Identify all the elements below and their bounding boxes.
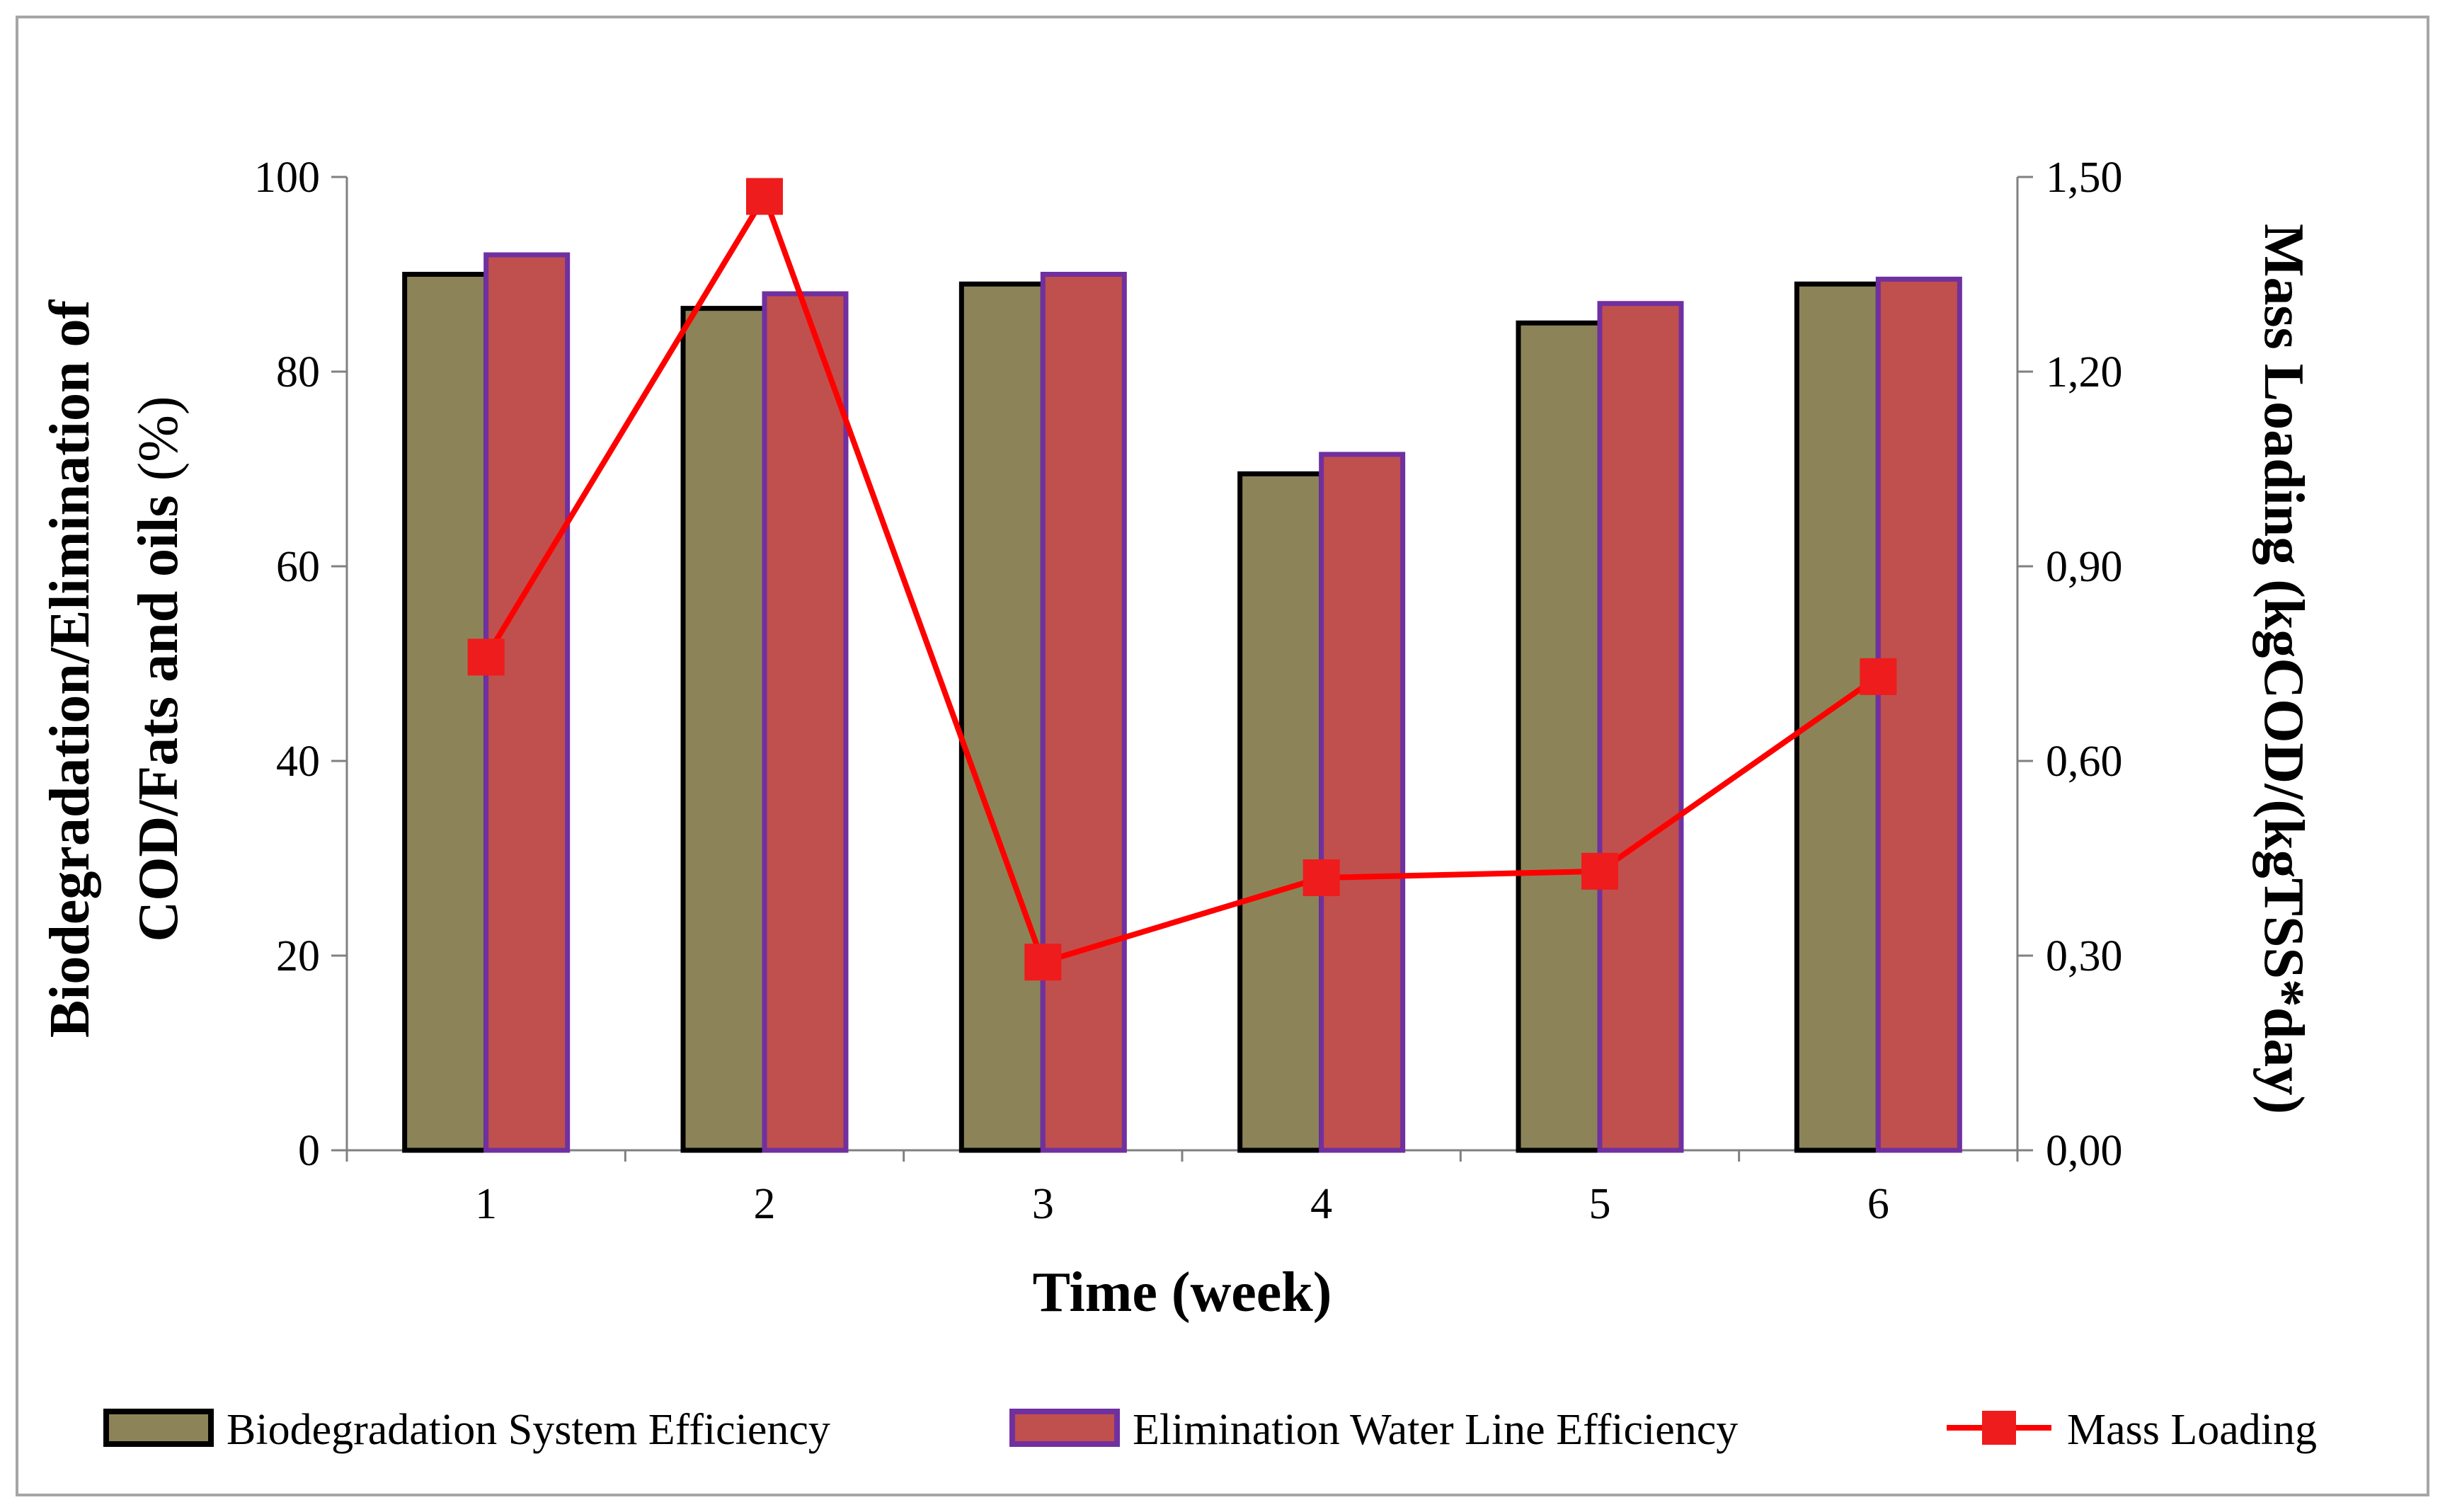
bar-elimination-week-1 bbox=[483, 252, 571, 1153]
y-tick-label: 80 bbox=[276, 348, 320, 396]
legend-label-mass-loading: Mass Loading bbox=[2067, 1406, 2317, 1454]
y2-tick-label: 0,00 bbox=[2046, 1127, 2123, 1175]
x-tick-label: 3 bbox=[1032, 1180, 1054, 1228]
y-axis-title-text: COD/Fats and oils bbox=[127, 481, 190, 941]
y2-tick-label: 1,50 bbox=[2046, 154, 2123, 202]
y2-tick-label: 1,20 bbox=[2046, 348, 2123, 396]
mass-loading-line bbox=[483, 190, 1880, 966]
legend-swatch-biodegradation bbox=[103, 1409, 214, 1447]
x-tick-label: 5 bbox=[1589, 1180, 1611, 1228]
mass-loading-point-week-1 bbox=[467, 638, 505, 676]
x-tick-label: 4 bbox=[1310, 1180, 1332, 1228]
bar-biodegradation-week-2 bbox=[680, 306, 767, 1153]
legend: Biodegradation System Efficiency Eliminat… bbox=[103, 1406, 2317, 1454]
y-tick-label: 0 bbox=[298, 1127, 320, 1175]
bar-elimination-week-4 bbox=[1319, 452, 1406, 1153]
bar-elimination-week-6 bbox=[1875, 276, 1962, 1153]
y-tick-label: 20 bbox=[276, 932, 320, 980]
y-tick-label: 40 bbox=[276, 738, 320, 786]
bar-elimination-week-3 bbox=[1040, 272, 1127, 1153]
legend-label-elimination: Elimination Water Line Efficiency bbox=[1133, 1406, 1738, 1454]
y2-axis-title: Mass Loading (kgCOD/(kgTSS*day) bbox=[2252, 224, 2315, 1114]
bar-biodegradation-week-4 bbox=[1237, 471, 1324, 1153]
mass-loading-point-week-6 bbox=[1860, 658, 1897, 695]
mass-loading-point-week-3 bbox=[1024, 944, 1062, 981]
y2-tick-label: 0,90 bbox=[2046, 543, 2123, 591]
mass-loading-point-week-4 bbox=[1302, 859, 1340, 896]
y-tick-label: 60 bbox=[276, 543, 320, 591]
y-axis-title-line-2: COD/Fats and oils (%) bbox=[127, 396, 190, 941]
mass-loading-point-week-5 bbox=[1581, 852, 1618, 890]
bar-biodegradation-week-3 bbox=[958, 281, 1046, 1153]
x-tick-label: 6 bbox=[1867, 1180, 1889, 1228]
bar-biodegradation-week-6 bbox=[1794, 281, 1881, 1153]
y2-tick-label: 0,60 bbox=[2046, 738, 2123, 786]
x-tick-label: 1 bbox=[475, 1180, 497, 1228]
y2-tick-label: 0,30 bbox=[2046, 932, 2123, 980]
legend-label-biodegradation: Biodegradation System Efficiency bbox=[227, 1406, 830, 1454]
legend-swatch-elimination bbox=[1009, 1409, 1120, 1447]
y-tick-label: 100 bbox=[254, 154, 320, 202]
plot-area: 0 20 40 60 80 100 0,00 0,30 0,60 0,90 1,20 1,50 1 2 3 4… bbox=[39, 154, 2315, 1324]
bar-biodegradation-week-1 bbox=[402, 272, 489, 1153]
y-axis-title-unit: (%) bbox=[127, 396, 190, 481]
legend-swatch-mass-loading-marker bbox=[1982, 1411, 2016, 1445]
x-axis-title: Time (week) bbox=[1033, 1261, 1332, 1324]
bar-biodegradation-week-5 bbox=[1516, 320, 1603, 1153]
bar-elimination-week-5 bbox=[1597, 301, 1684, 1153]
y-axis-title-line-1: Biodegradation/Elimination of bbox=[39, 299, 101, 1038]
x-tick-label: 2 bbox=[754, 1180, 776, 1228]
mass-loading-point-week-2 bbox=[746, 178, 783, 215]
bar-elimination-week-2 bbox=[762, 291, 849, 1153]
